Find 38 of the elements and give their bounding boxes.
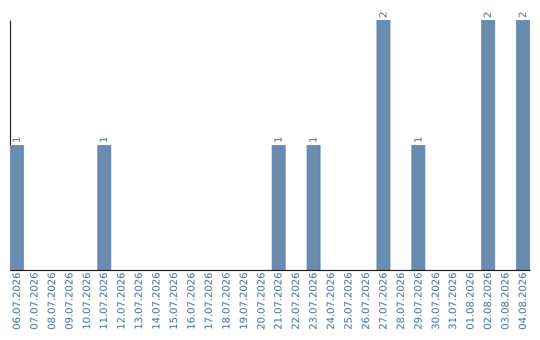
x-tick-label: 17.07.2026 — [204, 272, 215, 330]
x-tick-label: 01.08.2026 — [466, 272, 477, 330]
x-tick-label: 02.08.2026 — [483, 272, 494, 330]
data-label: 2 — [518, 12, 530, 18]
x-tick-label: 09.07.2026 — [64, 272, 76, 330]
x-tick-label: 28.07.2026 — [396, 272, 407, 330]
x-tick-label: 19.07.2026 — [238, 272, 250, 330]
x-tick-label: 12.07.2026 — [116, 272, 128, 330]
data-label: 1 — [308, 136, 320, 143]
x-tick-label: 06.07.2026 — [12, 272, 23, 330]
x-tick-label: 04.08.2026 — [518, 272, 530, 330]
x-tick-label: 15.07.2026 — [169, 272, 180, 330]
x-tick-label: 31.07.2026 — [448, 272, 460, 330]
x-tick-label: 22.07.2026 — [291, 272, 302, 330]
x-tick-label: 23.07.2026 — [308, 272, 320, 330]
data-label: 2 — [378, 12, 390, 18]
x-tick-label: 14.07.2026 — [152, 272, 163, 330]
x-tick-label: 10.07.2026 — [82, 272, 93, 330]
data-label: 1 — [99, 136, 110, 143]
x-tick-label: 25.07.2026 — [344, 272, 355, 330]
x-tick-label: 18.07.2026 — [221, 272, 232, 330]
x-tick-label: 27.07.2026 — [378, 272, 390, 330]
x-tick-label: 07.07.2026 — [29, 272, 40, 330]
x-tick-label: 21.07.2026 — [274, 272, 285, 330]
data-label: 1 — [274, 136, 285, 143]
x-tick-label: 08.07.2026 — [46, 272, 58, 330]
x-tick-label: 13.07.2026 — [134, 272, 146, 330]
data-label: 1 — [12, 136, 23, 143]
x-tick-label: 29.07.2026 — [413, 272, 424, 330]
x-tick-label: 11.07.2026 — [99, 272, 110, 330]
x-tick-label: 30.07.2026 — [430, 272, 442, 330]
x-tick-label: 26.07.2026 — [360, 272, 372, 330]
x-tick-label: 20.07.2026 — [256, 272, 268, 330]
x-tick-label: 24.07.2026 — [326, 272, 338, 330]
x-tick-label: 16.07.2026 — [186, 272, 198, 330]
data-label: 2 — [483, 12, 494, 18]
x-tick-label: 03.08.2026 — [500, 272, 512, 330]
data-label: 1 — [413, 136, 424, 143]
